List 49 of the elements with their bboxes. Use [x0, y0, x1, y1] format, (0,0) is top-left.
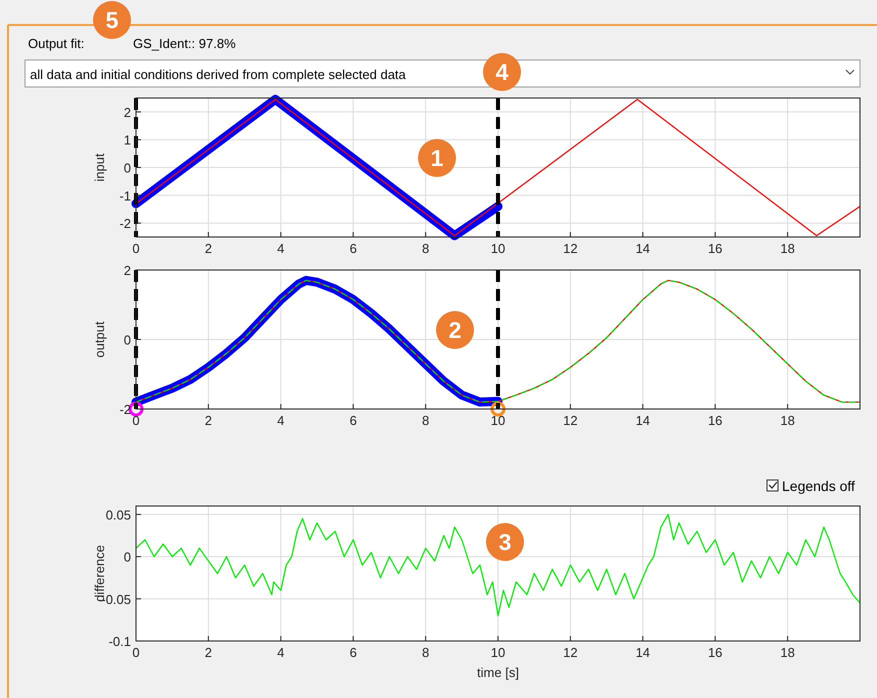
- x-tick-label: 10: [490, 241, 506, 256]
- x-tick-label: 18: [780, 241, 795, 256]
- y-tick-label: 0.05: [106, 507, 131, 522]
- x-tick-label: 14: [636, 645, 650, 660]
- x-tick-label: 8: [422, 413, 430, 428]
- x-tick-label: 4: [277, 241, 284, 256]
- x-tick-label: 16: [708, 413, 722, 428]
- annotation: 3: [498, 529, 512, 555]
- x-tick-label: 16: [708, 645, 722, 660]
- x-axis-title: time [s]: [477, 665, 519, 680]
- x-tick-label: 8: [422, 241, 430, 256]
- text: Legends off: [782, 478, 856, 494]
- y-axis-title: output: [92, 321, 107, 358]
- y-tick-label: -1: [119, 188, 131, 204]
- y-tick-label: -0.1: [108, 634, 131, 649]
- y-tick-label: 2: [124, 104, 131, 120]
- y-tick-label: -2: [119, 216, 131, 232]
- x-tick-label: 2: [204, 413, 212, 428]
- x-tick-label: 12: [563, 241, 578, 256]
- x-tick-label: 8: [422, 645, 430, 660]
- text: Output fit:: [28, 36, 84, 51]
- x-tick-label: 18: [780, 645, 795, 660]
- x-tick-label: 6: [350, 413, 357, 428]
- x-tick-label: 2: [204, 241, 212, 256]
- text: 4: [496, 59, 509, 85]
- x-tick-label: 16: [708, 241, 722, 256]
- x-tick-label: 10: [490, 413, 506, 428]
- x-tick-label: 12: [563, 413, 578, 428]
- x-tick-label: 4: [277, 645, 284, 660]
- x-tick-label: 6: [350, 241, 357, 256]
- y-tick-label: 0: [124, 550, 131, 565]
- annotation: 2: [448, 317, 462, 343]
- x-tick-label: 12: [563, 645, 578, 660]
- text: all data and initial conditions derived from complete selected data: [30, 67, 407, 82]
- y-tick-label: 2: [124, 263, 131, 278]
- x-tick-label: 4: [277, 413, 284, 428]
- y-tick-label: 1: [124, 132, 131, 148]
- text: 5: [106, 7, 119, 33]
- y-tick-label: 0: [124, 160, 131, 176]
- text: GS_Ident:: 97.8%: [133, 36, 236, 51]
- y-tick-label: 0: [124, 332, 131, 348]
- y-axis-title: input: [92, 153, 107, 182]
- x-tick-label: 14: [636, 413, 650, 428]
- annotation: 1: [430, 145, 444, 171]
- x-tick-label: 2: [204, 645, 212, 660]
- x-tick-label: 18: [780, 413, 795, 428]
- x-tick-label: 6: [350, 645, 357, 660]
- x-tick-label: 14: [636, 241, 650, 256]
- x-tick-label: 10: [490, 645, 506, 660]
